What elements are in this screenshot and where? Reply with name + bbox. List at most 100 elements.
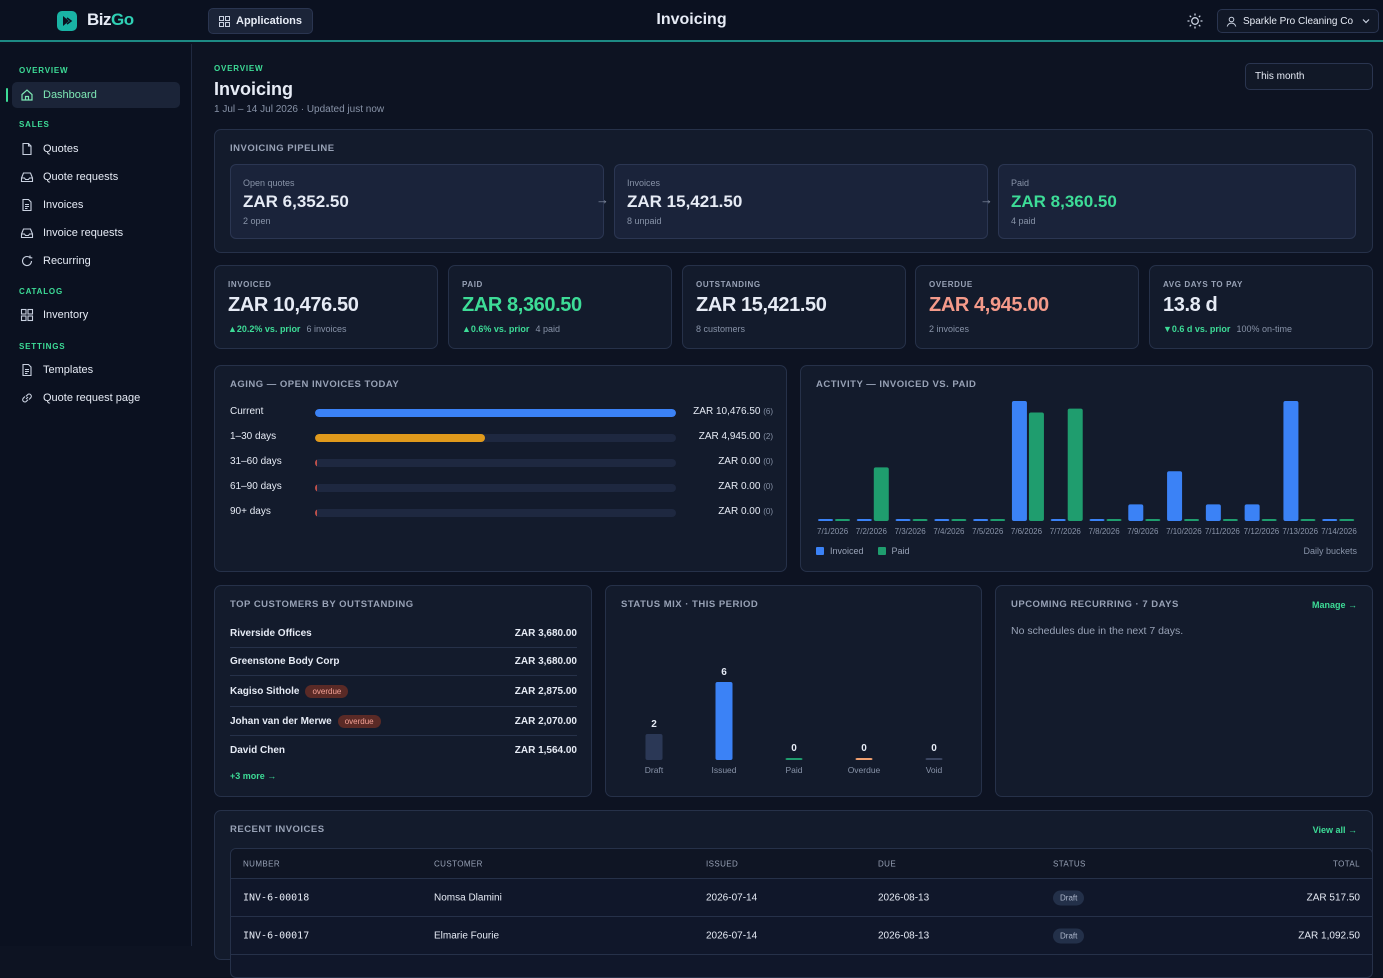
customer-row[interactable]: David Chen ZAR 1,564.00 bbox=[230, 736, 577, 764]
bar-invoiced-7/1/2026[interactable] bbox=[818, 519, 833, 521]
x-tick-label: 7/8/2026 bbox=[1089, 527, 1121, 536]
aging-bar-track bbox=[315, 484, 676, 492]
pipeline-stage-invoices[interactable]: Invoices ZAR 15,421.50 8 unpaid bbox=[614, 164, 988, 239]
inbox-icon bbox=[20, 172, 34, 183]
customer-name: Kagiso Sithole bbox=[230, 685, 300, 697]
table-row[interactable]: INV-6-00018 Nomsa Dlamini 2026-07-14 202… bbox=[231, 879, 1372, 917]
aging-amount: ZAR 0.00 (0) bbox=[718, 481, 773, 492]
sidebar-item-quotes[interactable]: Quotes bbox=[12, 136, 180, 162]
bar-paid-7/4/2026[interactable] bbox=[951, 519, 967, 521]
sidebar-item-recurring[interactable]: Recurring bbox=[12, 248, 180, 274]
bar-paid-7/9/2026[interactable] bbox=[1145, 519, 1161, 521]
sidebar-item-label: Recurring bbox=[43, 255, 91, 267]
sidebar-item-label: Quote request page bbox=[43, 392, 141, 404]
more-customers-link[interactable]: +3 more → bbox=[230, 771, 277, 781]
table-row[interactable]: INV-6-00017 Elmarie Fourie 2026-07-14 20… bbox=[231, 917, 1372, 955]
applications-button[interactable]: Applications bbox=[208, 8, 314, 34]
pipeline-stage-paid[interactable]: Paid ZAR 8,360.50 4 paid bbox=[998, 164, 1356, 239]
bar-paid-7/6/2026[interactable] bbox=[1028, 412, 1044, 521]
kpi-outstanding[interactable]: OUTSTANDING ZAR 15,421.50 8 customers bbox=[682, 265, 906, 349]
bar-paid-7/1/2026[interactable] bbox=[835, 519, 850, 521]
bar-paid-7/5/2026[interactable] bbox=[990, 519, 1006, 521]
sidebar-item-inventory[interactable]: Inventory bbox=[12, 302, 180, 328]
bar-paid-7/2/2026[interactable] bbox=[873, 467, 889, 521]
bar-paid-7/13/2026[interactable] bbox=[1300, 519, 1316, 521]
bar-paid-7/14/2026[interactable] bbox=[1339, 519, 1355, 521]
bizgo-logo-icon[interactable] bbox=[57, 11, 77, 31]
status-bar-overdue[interactable] bbox=[855, 758, 873, 760]
status-mix-title: STATUS MIX · THIS PERIOD bbox=[621, 599, 759, 610]
status-count: 6 bbox=[721, 667, 727, 678]
status-count: 0 bbox=[861, 743, 867, 754]
col-total[interactable]: TOTAL bbox=[1332, 859, 1360, 868]
status-count: 0 bbox=[791, 743, 797, 754]
bar-invoiced-7/9/2026[interactable] bbox=[1128, 504, 1144, 521]
sidebar-item-templates[interactable]: Templates bbox=[12, 357, 180, 383]
aging-amount: ZAR 0.00 (0) bbox=[718, 456, 773, 467]
status-bar-paid[interactable] bbox=[785, 758, 803, 760]
chevron-down-icon bbox=[1362, 19, 1370, 24]
col-issued[interactable]: ISSUED bbox=[706, 859, 739, 868]
bar-invoiced-7/4/2026[interactable] bbox=[934, 519, 950, 521]
kpi-invoiced[interactable]: INVOICED ZAR 10,476.50 ▲20.2% vs. prior 6… bbox=[214, 265, 438, 349]
brand-name[interactable]: BizGo bbox=[87, 10, 134, 29]
x-tick-label: 7/7/2026 bbox=[1050, 527, 1082, 536]
legend-paid-swatch bbox=[877, 547, 886, 555]
kpi-paid[interactable]: PAID ZAR 8,360.50 ▲0.6% vs. prior 4 paid bbox=[448, 265, 672, 349]
customer-row[interactable]: Kagiso Sithole overdue ZAR 2,875.00 bbox=[230, 676, 577, 707]
bar-paid-7/10/2026[interactable] bbox=[1184, 519, 1200, 521]
theme-toggle-sun-icon[interactable] bbox=[1186, 12, 1204, 30]
sidebar-item-invoice-requests[interactable]: Invoice requests bbox=[12, 220, 180, 246]
status-label: Paid bbox=[785, 765, 802, 775]
organization-switcher[interactable]: Sparkle Pro Cleaning Co bbox=[1217, 9, 1379, 33]
pipeline-stage-open-quotes[interactable]: Open quotes ZAR 6,352.50 2 open bbox=[230, 164, 604, 239]
bar-invoiced-7/11/2026[interactable] bbox=[1205, 504, 1221, 521]
aging-amount: ZAR 0.00 (0) bbox=[718, 506, 773, 517]
bar-paid-7/8/2026[interactable] bbox=[1106, 519, 1122, 521]
bar-invoiced-7/5/2026[interactable] bbox=[973, 519, 989, 521]
bar-invoiced-7/14/2026[interactable] bbox=[1322, 519, 1338, 521]
col-due[interactable]: DUE bbox=[878, 859, 897, 868]
sidebar-item-quote-requests[interactable]: Quote requests bbox=[12, 164, 180, 190]
bar-paid-7/12/2026[interactable] bbox=[1261, 519, 1277, 521]
col-number[interactable]: NUMBER bbox=[243, 859, 281, 868]
upcoming-recurring-card: UPCOMING RECURRING · 7 DAYS Manage → No … bbox=[995, 585, 1373, 797]
kpi-overdue[interactable]: OVERDUE ZAR 4,945.00 2 invoices bbox=[915, 265, 1139, 349]
customer-row[interactable]: Johan van der Merwe overdue ZAR 2,070.00 bbox=[230, 707, 577, 736]
status-bar-draft[interactable] bbox=[645, 734, 663, 760]
kpi-avg-days-to-pay[interactable]: AVG DAYS TO PAY 13.8 d ▼0.6 d vs. prior 1… bbox=[1149, 265, 1373, 349]
status-bar-void[interactable] bbox=[925, 758, 943, 760]
aging-row: 61–90 days ZAR 0.00 (0) bbox=[230, 481, 775, 495]
status-bar-issued[interactable] bbox=[715, 682, 733, 760]
kpi-label: AVG DAYS TO PAY bbox=[1163, 280, 1243, 289]
customer-amount: ZAR 3,680.00 bbox=[514, 628, 577, 639]
sidebar-item-dashboard[interactable]: Dashboard bbox=[6, 82, 180, 108]
sidebar-item-label: Inventory bbox=[43, 309, 89, 321]
bar-invoiced-7/10/2026[interactable] bbox=[1167, 471, 1183, 521]
bar-invoiced-7/3/2026[interactable] bbox=[895, 519, 911, 521]
status-count: 2 bbox=[651, 719, 657, 730]
bar-paid-7/3/2026[interactable] bbox=[912, 519, 928, 521]
period-select[interactable]: This month bbox=[1245, 63, 1373, 90]
col-customer[interactable]: CUSTOMER bbox=[434, 859, 483, 868]
bar-invoiced-7/8/2026[interactable] bbox=[1089, 519, 1105, 521]
bar-invoiced-7/7/2026[interactable] bbox=[1050, 519, 1066, 521]
sidebar-item-invoices[interactable]: Invoices bbox=[12, 192, 180, 218]
customer-row[interactable]: Greenstone Body Corp ZAR 3,680.00 bbox=[230, 648, 577, 676]
kpi-note: 6 invoices bbox=[306, 324, 347, 334]
recent-invoices-title: RECENT INVOICES bbox=[230, 824, 325, 835]
view-all-link[interactable]: View all → bbox=[1312, 825, 1357, 835]
sidebar-item-quote-request-page[interactable]: Quote request page bbox=[12, 385, 180, 411]
bar-invoiced-7/2/2026[interactable] bbox=[856, 519, 872, 521]
manage-link[interactable]: Manage → bbox=[1311, 600, 1357, 610]
aging-amount: ZAR 4,945.00 (2) bbox=[698, 431, 773, 442]
bar-invoiced-7/13/2026[interactable] bbox=[1283, 401, 1299, 521]
bar-paid-7/11/2026[interactable] bbox=[1222, 519, 1238, 521]
bar-invoiced-7/6/2026[interactable] bbox=[1011, 401, 1027, 521]
bar-invoiced-7/12/2026[interactable] bbox=[1244, 504, 1260, 521]
customer-row[interactable]: Riverside Offices ZAR 3,680.00 bbox=[230, 620, 577, 648]
stage-label: Invoices bbox=[627, 178, 661, 188]
bar-paid-7/7/2026[interactable] bbox=[1067, 408, 1083, 521]
overdue-badge: overdue bbox=[337, 714, 381, 728]
col-status[interactable]: STATUS bbox=[1053, 859, 1086, 868]
